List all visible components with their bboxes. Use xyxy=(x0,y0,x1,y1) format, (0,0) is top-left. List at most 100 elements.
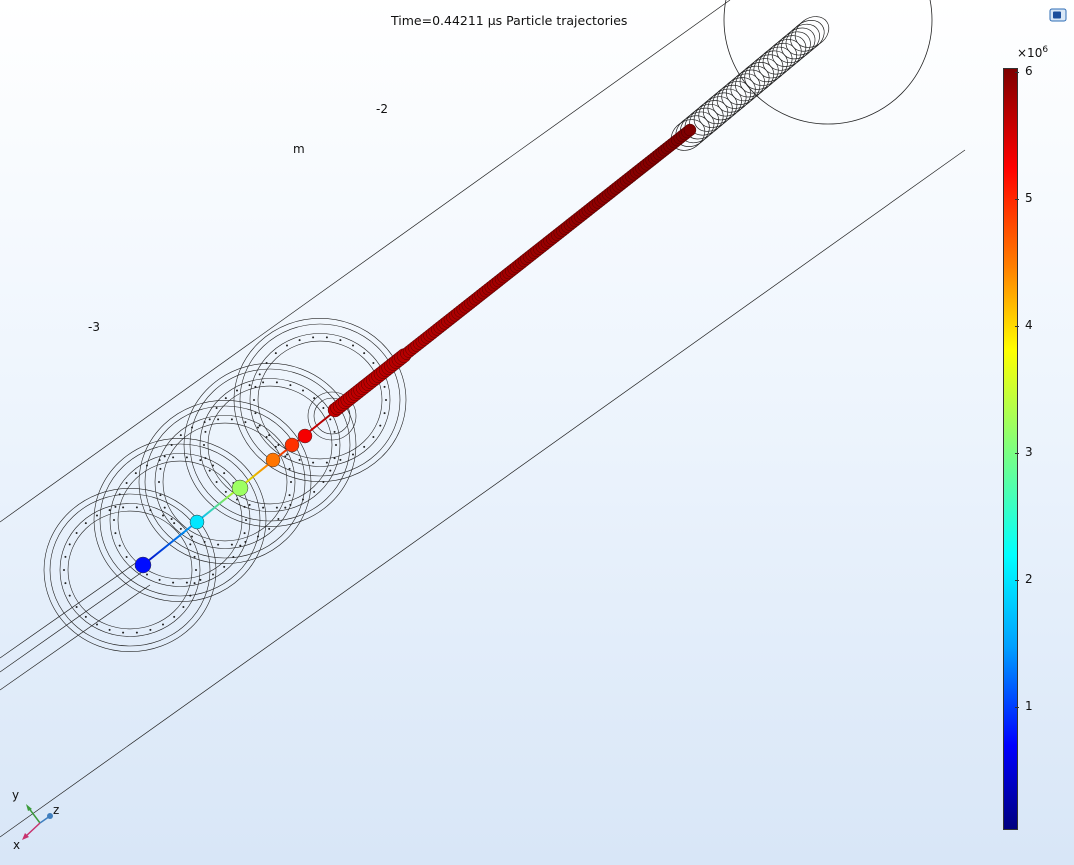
bounding-cylinder-lines xyxy=(0,0,966,838)
electrode-hole xyxy=(114,505,117,508)
view-toggle-button[interactable] xyxy=(1047,6,1069,24)
electrode-hole xyxy=(146,573,148,576)
electrode-hole xyxy=(172,581,175,584)
electrode-hole xyxy=(68,594,71,597)
colorbar-tick-label: 2 xyxy=(1025,572,1033,586)
electrode-hole xyxy=(248,384,251,387)
electrode-hole xyxy=(322,406,325,409)
electrode-hole xyxy=(262,506,265,509)
lens-ring xyxy=(233,317,407,482)
electrode-hole xyxy=(372,436,375,439)
electrode-hole xyxy=(284,506,287,509)
electrode-hole xyxy=(96,623,98,626)
electrode-hole xyxy=(170,443,173,446)
lens-ring xyxy=(207,385,333,505)
electrode-hole xyxy=(185,456,188,459)
electrode-hole xyxy=(244,540,247,543)
plot-title: Time=0.44211 µs Particle trajectories xyxy=(391,13,628,28)
electrode-hole xyxy=(158,459,161,462)
electrode-hole xyxy=(193,582,196,585)
colorbar-tick-label: 1 xyxy=(1025,699,1033,713)
colorbar-tick-mark xyxy=(1015,199,1019,200)
electrode-hole xyxy=(335,444,337,446)
electrode-hole xyxy=(363,445,366,448)
colorbar-tick-mark xyxy=(1015,580,1019,581)
electrode-hole xyxy=(322,481,325,484)
particle xyxy=(297,428,313,444)
electrode-hole xyxy=(113,519,115,521)
electrode-hole xyxy=(274,352,277,355)
electrode-hole xyxy=(286,344,288,347)
colorbar-tick-mark xyxy=(1015,707,1019,708)
electrode-hole xyxy=(275,506,278,509)
electrode-hole xyxy=(179,434,182,437)
electrode-hole xyxy=(245,519,247,521)
particle-beam xyxy=(134,123,697,574)
particle xyxy=(683,123,697,137)
electrode-hole xyxy=(135,506,138,509)
electrode-hole xyxy=(224,490,227,493)
electrode-hole xyxy=(215,406,218,409)
electrode-hole xyxy=(329,418,332,421)
electrode-hole xyxy=(236,389,238,392)
axis-unit-label: m xyxy=(293,142,305,156)
x-axis-arrow xyxy=(24,822,41,838)
electrode-hole xyxy=(363,352,366,355)
z-axis-label: z xyxy=(53,803,59,817)
electrode-hole xyxy=(173,615,176,618)
electrode-hole xyxy=(215,481,218,484)
electrode-hole xyxy=(302,389,304,392)
electrode-hole xyxy=(203,444,205,446)
colorbar-tick-mark xyxy=(1015,453,1019,454)
electrode-hole xyxy=(239,544,242,547)
electrode-hole xyxy=(193,555,196,558)
view-toggle-icon xyxy=(1049,8,1067,22)
particle xyxy=(284,437,300,453)
electrode-hole xyxy=(199,578,202,581)
lens-ring xyxy=(257,340,383,460)
electrode-hole xyxy=(243,505,246,508)
electrode-hole xyxy=(230,418,233,421)
electrode-hole xyxy=(277,518,280,521)
electrode-hole xyxy=(208,469,211,472)
electrode-hole xyxy=(96,514,98,517)
end-coil-rings xyxy=(670,16,830,151)
electrode-hole xyxy=(158,481,160,483)
electrode-hole xyxy=(352,344,354,347)
electrode-hole xyxy=(224,397,227,400)
electrode-hole xyxy=(185,581,188,584)
electrode-hole xyxy=(312,461,315,464)
electrode-hole xyxy=(203,421,206,424)
electrode-hole xyxy=(125,481,128,484)
electrode-hole xyxy=(312,336,315,339)
particle xyxy=(134,556,152,574)
lens-ring xyxy=(162,422,288,542)
electrode-hole xyxy=(159,467,162,470)
colorbar-tick-mark xyxy=(1015,326,1019,327)
electrode-hole xyxy=(108,509,111,512)
electrode-hole xyxy=(223,565,226,568)
einzel-lens-rings xyxy=(43,317,407,652)
electrode-hole xyxy=(257,535,259,538)
outlet-end-cap xyxy=(723,0,933,125)
electrode-hole xyxy=(212,573,214,576)
electrode-hole xyxy=(75,606,78,609)
electrode-hole xyxy=(258,424,261,427)
electrode-hole xyxy=(173,522,176,525)
electrode-hole xyxy=(122,506,125,509)
electrode-hole xyxy=(352,453,354,456)
lens-ring xyxy=(43,487,217,652)
electrode-hole xyxy=(385,399,387,401)
electrode-hole xyxy=(298,458,301,461)
electrode-hole xyxy=(63,569,65,571)
electrode-hole xyxy=(243,532,246,535)
electrode-hole xyxy=(182,606,185,609)
electrode-hole xyxy=(275,381,278,384)
particle xyxy=(265,452,281,468)
electrode-hole xyxy=(289,503,292,506)
lens-ring xyxy=(144,405,306,559)
electrode-hole xyxy=(268,527,271,530)
electrode-hole xyxy=(163,506,166,509)
particle xyxy=(189,514,205,530)
